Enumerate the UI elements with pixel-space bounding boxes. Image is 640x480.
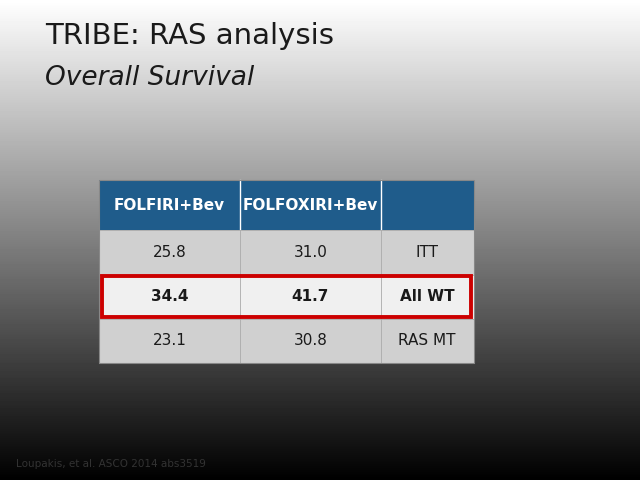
Text: 31.0: 31.0 xyxy=(294,245,327,260)
Text: ITT: ITT xyxy=(416,245,438,260)
Text: Overall Survival: Overall Survival xyxy=(45,65,254,91)
Text: Loupakis, et al. ASCO 2014 abs3519: Loupakis, et al. ASCO 2014 abs3519 xyxy=(16,459,206,469)
Text: 23.1: 23.1 xyxy=(153,333,186,348)
Text: 30.8: 30.8 xyxy=(294,333,327,348)
FancyBboxPatch shape xyxy=(99,319,474,363)
FancyBboxPatch shape xyxy=(99,230,474,275)
Text: FOLFIRI+Bev: FOLFIRI+Bev xyxy=(114,198,225,213)
Text: 41.7: 41.7 xyxy=(292,289,329,304)
FancyBboxPatch shape xyxy=(99,275,474,319)
Text: TRIBE: RAS analysis: TRIBE: RAS analysis xyxy=(45,22,334,49)
Text: RAS MT: RAS MT xyxy=(399,333,456,348)
Text: FOLFOXIRI+Bev: FOLFOXIRI+Bev xyxy=(243,198,378,213)
Text: All WT: All WT xyxy=(400,289,454,304)
Text: 25.8: 25.8 xyxy=(153,245,186,260)
Text: 34.4: 34.4 xyxy=(151,289,188,304)
FancyBboxPatch shape xyxy=(99,180,474,230)
